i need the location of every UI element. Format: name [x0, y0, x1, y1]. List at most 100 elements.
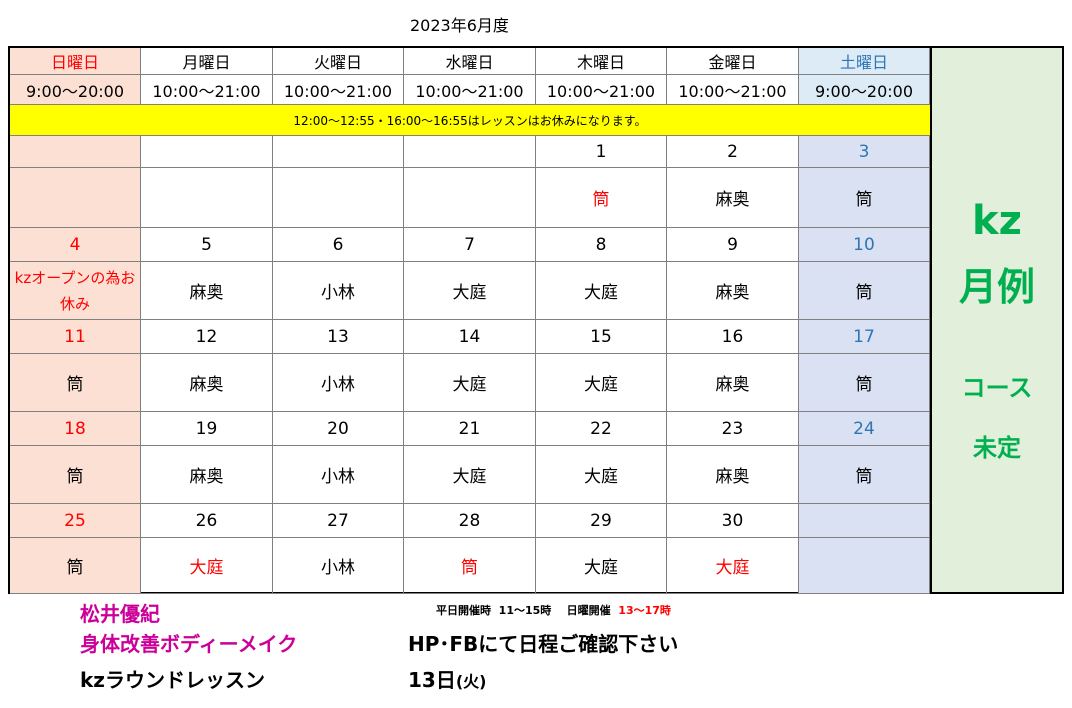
footer-notice: HP･FBにて日程ご確認下さい — [408, 632, 679, 656]
day-number — [799, 504, 930, 538]
day-number — [141, 136, 273, 168]
day-number: 27 — [273, 504, 404, 538]
footer-date: 13日(火) — [408, 664, 486, 693]
day-number: 23 — [667, 412, 799, 446]
footer-date-weekday: (火) — [455, 672, 487, 691]
side-kz: kz — [972, 198, 1022, 244]
day-number: 19 — [141, 412, 273, 446]
day-number: 7 — [404, 228, 536, 262]
hours-mon: 10:00～21:00 — [141, 75, 273, 105]
calendar-table: kz 月例 コース 未定 日曜日 9:00～20:00 月曜日 10:00～21:00… — [8, 46, 1064, 594]
hours-wed: 10:00～21:00 — [404, 75, 536, 105]
instructor-cell: 麻奥 — [667, 354, 799, 412]
instructor-cell — [273, 168, 404, 228]
day-number: 15 — [536, 320, 667, 354]
day-number: 10 — [799, 228, 930, 262]
day-number — [273, 136, 404, 168]
instructor-cell — [141, 168, 273, 228]
day-number: 2 — [667, 136, 799, 168]
day-number: 29 — [536, 504, 667, 538]
instructor-cell: 筒 — [404, 538, 536, 594]
day-number: 28 — [404, 504, 536, 538]
footer-course-round: kzラウンドレッスン — [80, 668, 265, 692]
day-number: 25 — [10, 504, 141, 538]
side-undecided: 未定 — [973, 434, 1021, 462]
instructor-cell: 筒 — [10, 354, 141, 412]
footer-course-bodymake: 身体改善ボディーメイク — [80, 632, 298, 656]
instructor-cell: 筒 — [799, 446, 930, 504]
footer-date-number: 13日 — [408, 668, 456, 692]
instructor-cell: 大庭 — [404, 262, 536, 320]
instructor-cell: 小林 — [273, 446, 404, 504]
instructor-cell: 小林 — [273, 354, 404, 412]
day-number: 8 — [536, 228, 667, 262]
day-number: 3 — [799, 136, 930, 168]
weekday-header-thu: 木曜日 — [536, 48, 667, 75]
weekday-header-sat: 土曜日 — [799, 48, 930, 75]
side-course: コース — [961, 374, 1033, 402]
weekday-header-fri: 金曜日 — [667, 48, 799, 75]
day-number: 16 — [667, 320, 799, 354]
day-number: 11 — [10, 320, 141, 354]
day-number: 12 — [141, 320, 273, 354]
instructor-cell: 麻奥 — [141, 354, 273, 412]
weekday-header-mon: 月曜日 — [141, 48, 273, 75]
day-number: 13 — [273, 320, 404, 354]
weekday-header-sun: 日曜日 — [10, 48, 141, 75]
page-title: 2023年6月度 — [410, 16, 509, 35]
schedule-weekday-label: 平日開催時 — [436, 604, 491, 617]
instructor-cell — [404, 168, 536, 228]
instructor-cell: 筒 — [536, 168, 667, 228]
hours-thu: 10:00～21:00 — [536, 75, 667, 105]
instructor-cell: 大庭 — [536, 262, 667, 320]
day-number — [10, 136, 141, 168]
day-number: 24 — [799, 412, 930, 446]
day-number: 17 — [799, 320, 930, 354]
instructor-cell: 小林 — [273, 262, 404, 320]
side-monthly: 月例 — [958, 265, 1035, 309]
instructor-cell: 筒 — [10, 538, 141, 594]
day-number: 21 — [404, 412, 536, 446]
instructor-cell: 麻奥 — [667, 262, 799, 320]
day-number: 14 — [404, 320, 536, 354]
break-notice-banner: 12:00～12:55・16:00～16:55はレッスンはお休みになります。 — [10, 105, 930, 136]
hours-fri: 10:00～21:00 — [667, 75, 799, 105]
footer-schedule: 平日開催時 11～15時 日曜開催 13～17時 — [436, 602, 671, 618]
instructor-cell: 筒 — [799, 168, 930, 228]
day-number: 30 — [667, 504, 799, 538]
instructor-cell: 麻奥 — [141, 262, 273, 320]
instructor-cell: 大庭 — [536, 446, 667, 504]
day-number — [404, 136, 536, 168]
day-number: 26 — [141, 504, 273, 538]
instructor-cell: 麻奥 — [141, 446, 273, 504]
hours-sun: 9:00～20:00 — [10, 75, 141, 105]
instructor-cell: 筒 — [799, 354, 930, 412]
instructor-cell: 大庭 — [667, 538, 799, 594]
schedule-sunday-label: 日曜開催 — [566, 604, 611, 617]
day-number: 5 — [141, 228, 273, 262]
instructor-cell: kzオープンの為お休み — [10, 262, 141, 320]
weekday-header-tue: 火曜日 — [273, 48, 404, 75]
instructor-cell — [10, 168, 141, 228]
instructor-cell: 麻奥 — [667, 168, 799, 228]
instructor-cell — [799, 538, 930, 594]
instructor-cell: 大庭 — [404, 354, 536, 412]
day-number: 22 — [536, 412, 667, 446]
instructor-cell: 筒 — [799, 262, 930, 320]
instructor-cell: 小林 — [273, 538, 404, 594]
instructor-cell: 筒 — [10, 446, 141, 504]
hours-sat: 9:00～20:00 — [799, 75, 930, 105]
footer-name: 松井優紀 — [80, 602, 160, 626]
day-number: 20 — [273, 412, 404, 446]
day-number: 1 — [536, 136, 667, 168]
hours-tue: 10:00～21:00 — [273, 75, 404, 105]
schedule-weekday-time: 11～15時 — [498, 604, 552, 617]
day-number: 18 — [10, 412, 141, 446]
side-panel: kz 月例 コース 未定 — [930, 48, 1062, 592]
weekday-header-wed: 水曜日 — [404, 48, 536, 75]
schedule-sunday-time: 13～17時 — [618, 604, 671, 617]
instructor-cell: 麻奥 — [667, 446, 799, 504]
instructor-cell: 大庭 — [536, 538, 667, 594]
day-number: 9 — [667, 228, 799, 262]
day-number: 4 — [10, 228, 141, 262]
